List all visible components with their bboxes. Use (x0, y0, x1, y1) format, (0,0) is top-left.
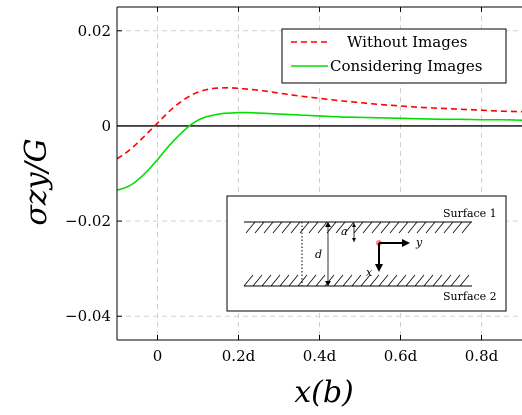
thickness-arrow-top (325, 222, 331, 227)
hatch-line (299, 221, 310, 234)
hatch-line (425, 221, 436, 234)
hatch-line (434, 221, 445, 234)
hatch-line (342, 274, 353, 287)
y-tick-label: −0.02 (65, 212, 111, 230)
hatch-line (254, 221, 265, 234)
hatch-line (333, 274, 344, 287)
hatch-line (272, 221, 283, 234)
hatch-line (261, 274, 272, 287)
hatch-line (459, 274, 470, 287)
hatch-line (315, 274, 326, 287)
thickness-arrow-bottom (325, 281, 331, 286)
series-layer (117, 87, 522, 191)
legend-label-without-images: Without Images (347, 33, 467, 51)
y-tick-label: 0 (101, 117, 111, 135)
hatch-line (396, 274, 407, 287)
hatch-line (297, 274, 308, 287)
y-tick-label: −0.04 (65, 307, 111, 325)
hatch-line (405, 274, 416, 287)
hatch-line (306, 274, 317, 287)
hatch-line (290, 221, 301, 234)
hatch-line (441, 274, 452, 287)
surface-2-label: Surface 2 (443, 290, 497, 303)
legend: Without Images Considering Images (281, 28, 507, 84)
hatch-line (452, 221, 463, 234)
x-tick-label: 0.6d (384, 347, 418, 365)
x-tick-label: 0 (153, 347, 163, 365)
hatch-line (461, 221, 472, 234)
inset-diagram: Surface 1 Surface 2 d a y x (226, 195, 507, 312)
hatch-line (398, 221, 409, 234)
hatch-line (288, 274, 299, 287)
y-axis-title: σzy/G (19, 138, 54, 225)
hatch-line (281, 221, 292, 234)
hatch-line (308, 221, 319, 234)
x-tick-label: 0.8d (465, 347, 499, 365)
depth-arrow-top (352, 223, 356, 227)
hatch-line (263, 221, 274, 234)
depth-arrow-bottom (352, 238, 356, 242)
x-axis-arrowhead (375, 264, 383, 272)
x-axis-label-inset: x (366, 266, 373, 279)
x-tick-label: 0.4d (303, 347, 337, 365)
hatch-line (423, 274, 434, 287)
x-axis-title: x(b) (294, 375, 354, 410)
hatch-line (279, 274, 290, 287)
hatch-line (371, 221, 382, 234)
series-considering-images (117, 111, 522, 191)
hatch-line (380, 221, 391, 234)
surface-2-hatching (243, 274, 470, 287)
hatch-line (407, 221, 418, 234)
hatch-line (432, 274, 443, 287)
hatch-line (270, 274, 281, 287)
hatch-line (362, 221, 373, 234)
legend-box (281, 28, 507, 84)
hatch-line (353, 221, 364, 234)
hatch-line (378, 274, 389, 287)
hatch-line (335, 221, 346, 234)
hatch-line (324, 274, 335, 287)
hatch-line (317, 221, 328, 234)
hatch-line (389, 221, 400, 234)
tick-layer: 0 0.2d 0.4d 0.6d 0.8d 0.02 0 −0.02 −0.04 (65, 7, 499, 365)
hatch-line (414, 274, 425, 287)
y-axis-label: y (415, 236, 423, 249)
hatch-line (252, 274, 263, 287)
hatch-line (416, 221, 427, 234)
y-axis-arrowhead (402, 239, 410, 247)
hatch-line (443, 221, 454, 234)
hatch-line (326, 221, 337, 234)
series-without-images (117, 87, 522, 160)
x-tick-label: 0.2d (222, 347, 256, 365)
surface-1-hatching (245, 221, 472, 234)
inset-box (226, 195, 507, 312)
hatch-line (351, 274, 362, 287)
hatch-line (369, 274, 380, 287)
hatch-line (245, 221, 256, 234)
y-tick-label: 0.02 (78, 22, 111, 40)
hatch-line (243, 274, 254, 287)
hatch-line (387, 274, 398, 287)
legend-label-considering-images: Considering Images (330, 57, 482, 75)
hatch-line (344, 221, 355, 234)
hatch-line (450, 274, 461, 287)
thickness-label: d (315, 248, 322, 261)
surface-1-label: Surface 1 (443, 207, 497, 220)
hatch-line (360, 274, 371, 287)
depth-label: a (341, 225, 348, 238)
